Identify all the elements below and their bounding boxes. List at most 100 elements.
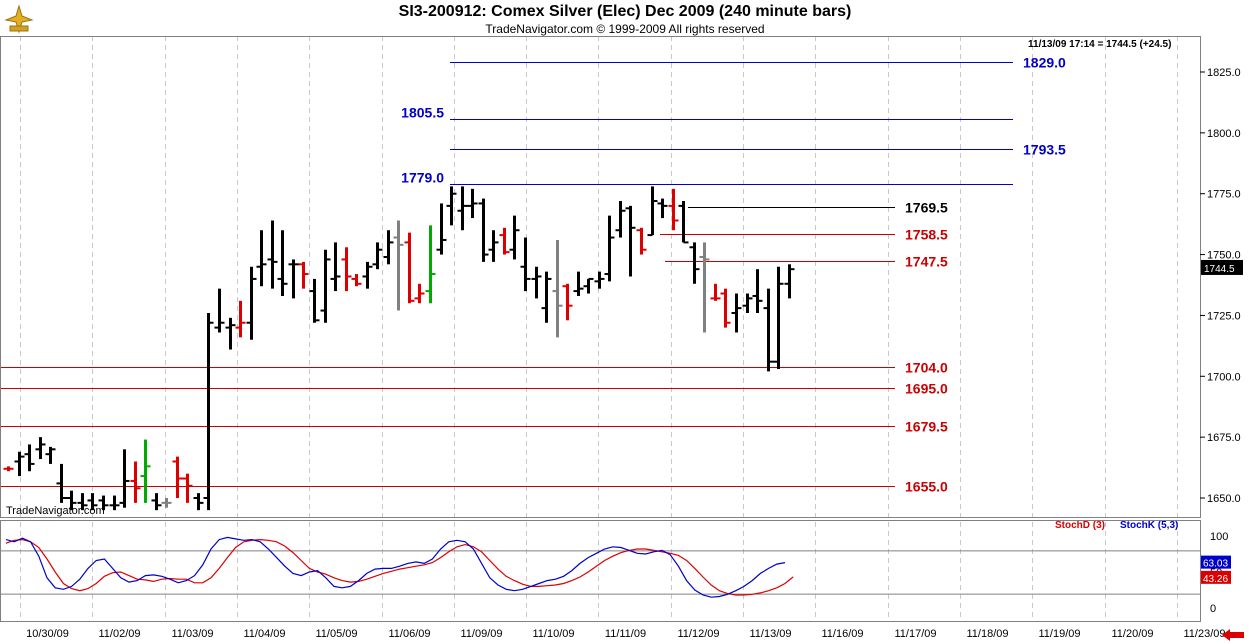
ohlc-bar — [594, 271, 605, 289]
ohlc-bar — [668, 188, 679, 231]
stochd-value-box — [1201, 570, 1231, 584]
level-label: 1829.0 — [1023, 55, 1066, 71]
x-tick-label: 11/20/09 — [1111, 628, 1153, 640]
last-price-label: 1744.5 — [1204, 264, 1235, 275]
ohlc-bar — [604, 215, 615, 282]
y-tick-label: 1650.0 — [1207, 493, 1241, 505]
support-resistance-levels: 1829.0 1805.5 1793.5 1779.0 1769.5 1758.5 1747… — [0, 55, 1066, 495]
ohlc-bar — [383, 230, 394, 265]
last-price-box — [1201, 259, 1243, 275]
ohlc-bar — [256, 230, 267, 287]
ohlc-bar — [488, 230, 499, 262]
stoch-panel-frame — [0, 520, 1201, 622]
level-label: 1758.5 — [905, 227, 948, 243]
ohlc-bar — [541, 271, 552, 323]
ohlc-bar — [246, 266, 257, 340]
ohlc-bar — [341, 247, 352, 292]
level-label: 1655.0 — [905, 479, 948, 495]
ohlc-bar — [657, 198, 668, 219]
x-tick-label: 11/09/09 — [460, 628, 502, 640]
ohlc-bar — [467, 188, 478, 219]
chart-title: SI3-200912: Comex Silver (Elec) Dec 2009… — [398, 3, 852, 20]
vertical-gridlines — [20, 36, 1178, 621]
ohlc-bars — [0, 186, 1200, 520]
stoch-series-line — [5, 536, 786, 598]
ohlc-bar — [689, 242, 700, 284]
ohlc-bar — [235, 300, 246, 338]
legend-stochk: StochK (5,3) — [1120, 520, 1178, 531]
y-tick-label: 1825.0 — [1207, 67, 1241, 79]
x-tick-label: 11/16/09 — [821, 628, 863, 640]
level-label: 1695.0 — [905, 381, 948, 397]
level-label: 1779.0 — [401, 170, 444, 186]
ohlc-bar — [414, 283, 425, 304]
ohlc-bar — [193, 493, 204, 511]
level-label: 1679.5 — [905, 419, 948, 435]
x-tick-label: 11/19/09 — [1038, 628, 1080, 640]
ohlc-bar — [562, 283, 573, 321]
ohlc-bar — [763, 288, 774, 372]
x-tick-label: 11/10/09 — [532, 628, 574, 640]
ohlc-bar — [393, 220, 404, 311]
copyright-text: TradeNavigator.com © 1999-2009 All right… — [485, 22, 765, 36]
ohlc-bar — [509, 215, 520, 260]
ohlc-bar — [647, 186, 658, 237]
ohlc-bar — [710, 283, 721, 301]
stochd-value-label: 43.26 — [1203, 574, 1228, 585]
ohlc-bar — [56, 463, 67, 503]
x-tick-label: 11/23/09 — [1183, 628, 1225, 640]
ohlc-bar — [77, 493, 88, 511]
tradenavigator-logo-icon — [4, 4, 34, 34]
ohlc-bar — [678, 201, 689, 244]
ohlc-bar — [87, 493, 98, 511]
ohlc-bar — [3, 466, 14, 472]
level-label: 1747.5 — [905, 254, 948, 270]
ohlc-bar — [330, 242, 341, 292]
stochk-value-label: 63.03 — [1203, 559, 1228, 570]
ohlc-bar — [288, 259, 299, 299]
y-tick-label: 1675.0 — [1207, 432, 1241, 444]
y-tick-label: 1750.0 — [1207, 250, 1241, 262]
price-panel-frame — [0, 36, 1201, 518]
ohlc-bar — [773, 266, 784, 369]
ohlc-bar — [446, 186, 457, 226]
ohlc-bar — [182, 473, 193, 503]
ohlc-bar — [203, 312, 214, 511]
ohlc-bar — [298, 261, 309, 289]
ohlc-bar — [615, 201, 626, 238]
x-tick-label: 11/03/09 — [171, 628, 213, 640]
ohlc-bar — [625, 205, 636, 277]
ohlc-bar — [720, 288, 731, 328]
x-tick-label: 11/06/09 — [388, 628, 430, 640]
level-label: 1793.5 — [1023, 142, 1066, 158]
ohlc-bar — [98, 495, 109, 511]
panel-gap — [0, 518, 1200, 520]
scroll-left-arrow-icon[interactable] — [1222, 629, 1244, 641]
ohlc-bar — [457, 186, 468, 231]
ohlc-bar — [309, 278, 320, 323]
stoch-y-tick-label: 100 — [1210, 531, 1228, 543]
ohlc-bar — [267, 220, 278, 289]
ohlc-bar — [520, 237, 531, 292]
ohlc-bar — [752, 269, 763, 313]
ohlc-bar — [172, 456, 183, 498]
ohlc-bar — [699, 242, 710, 333]
ohlc-bar — [35, 437, 46, 460]
quote-readout: 11/13/09 17:14 = 1744.5 (+24.5) — [1028, 39, 1171, 50]
ohlc-bar — [531, 266, 542, 299]
ohlc-bar — [225, 317, 236, 350]
ohlc-bar — [372, 242, 383, 270]
ohlc-bar — [552, 239, 563, 338]
stochastic-panel: StochD (3) StochK (5,3) — [0, 520, 1200, 598]
x-tick-label: 11/17/09 — [894, 628, 936, 640]
ohlc-bar — [14, 451, 25, 477]
y-tick-label: 1725.0 — [1207, 310, 1241, 322]
y-tick-label: 1775.0 — [1207, 189, 1241, 201]
ohlc-bar — [214, 288, 225, 333]
stoch-y-tick-label: 0 — [1210, 603, 1216, 615]
ohlc-bar — [573, 271, 584, 296]
ohlc-bar — [404, 232, 415, 304]
ohlc-bar — [362, 261, 373, 289]
level-label: 1769.5 — [905, 200, 948, 216]
